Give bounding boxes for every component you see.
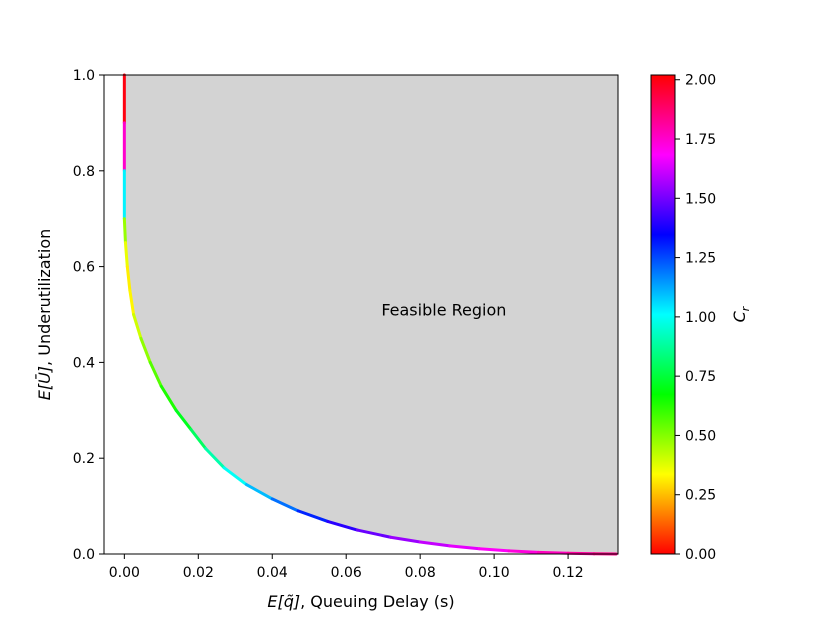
colorbar-label-subscript: r	[739, 305, 752, 311]
frontier-segment	[125, 243, 127, 267]
colorbar-tick-label: 1.50	[685, 191, 716, 207]
colorbar-tick-label: 1.25	[685, 251, 716, 267]
y-tick-label: 1.0	[73, 68, 95, 84]
plot-area	[104, 75, 618, 554]
x-axis-label-symbol: E[q̃]	[267, 592, 300, 611]
x-axis: 0.00 0.02 0.04 0.06 0.08 0.10 0.12	[109, 554, 584, 581]
colorbar-tick-label: 1.00	[685, 310, 716, 326]
frontier-segment	[538, 552, 568, 553]
colorbar-tick-label: 0.50	[685, 428, 716, 444]
colorbar-tick-label: 0.75	[685, 369, 716, 385]
frontier-segment	[124, 219, 125, 243]
x-tick-label: 0.10	[479, 565, 510, 581]
annotation-feasible-region: Feasible Region	[381, 301, 506, 320]
y-axis-label: E[Ū], Underutilization	[35, 229, 54, 401]
y-tick-label: 0.8	[73, 164, 95, 180]
colorbar-tick-label: 2.00	[685, 73, 716, 89]
x-tick-label: 0.00	[109, 565, 140, 581]
feasible-region-fill	[124, 75, 618, 554]
colorbar-gradient	[651, 75, 675, 554]
colorbar-tick-label: 1.75	[685, 132, 716, 148]
y-axis-label-text: , Underutilization	[35, 229, 54, 366]
y-axis-label-symbol: E[Ū]	[35, 366, 54, 400]
y-tick-label: 0.4	[73, 355, 95, 371]
colorbar-tick-label: 0.25	[685, 488, 716, 504]
x-tick-label: 0.08	[405, 565, 436, 581]
y-tick-label: 0.2	[73, 451, 95, 467]
x-tick-label: 0.02	[183, 565, 214, 581]
y-tick-label: 0.0	[73, 547, 95, 563]
x-tick-label: 0.06	[331, 565, 362, 581]
frontier-segment	[509, 551, 539, 552]
x-tick-label: 0.12	[552, 565, 583, 581]
y-axis: 0.0 0.2 0.4 0.6 0.8 1.0	[73, 68, 104, 563]
colorbar-tick-label: 0.00	[685, 547, 716, 563]
colorbar-label: Cr	[730, 305, 752, 322]
y-tick-label: 0.6	[73, 260, 95, 276]
x-axis-label-text: , Queuing Delay (s)	[300, 592, 455, 611]
x-axis-label: E[q̃], Queuing Delay (s)	[267, 592, 454, 611]
x-tick-label: 0.04	[257, 565, 288, 581]
colorbar: 0.00 0.25 0.50 0.75 1.00 1.25 1.50 1.75 2.00	[651, 73, 716, 563]
